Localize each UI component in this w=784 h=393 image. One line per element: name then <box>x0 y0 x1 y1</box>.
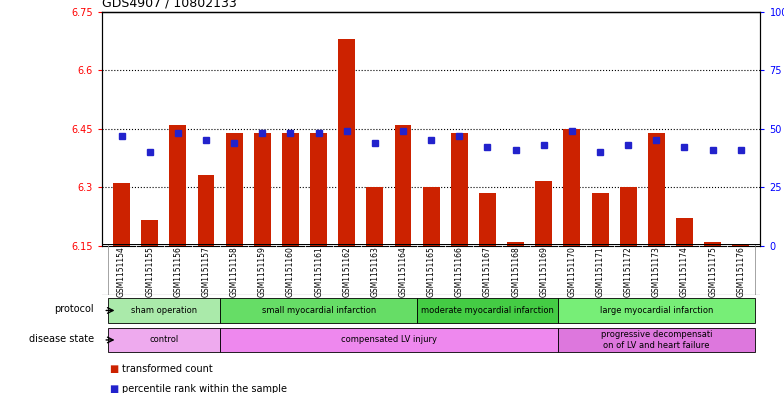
Bar <box>732 244 750 246</box>
Bar <box>254 132 270 246</box>
Text: GSM1151163: GSM1151163 <box>370 246 379 297</box>
Bar <box>113 183 130 246</box>
Bar <box>310 132 327 246</box>
Text: GSM1151162: GSM1151162 <box>343 246 351 297</box>
Text: GSM1151155: GSM1151155 <box>145 246 154 297</box>
Bar <box>564 129 580 246</box>
Text: GSM1151171: GSM1151171 <box>596 246 604 297</box>
Bar <box>394 125 412 246</box>
FancyBboxPatch shape <box>558 328 755 352</box>
Text: GSM1151159: GSM1151159 <box>258 246 267 297</box>
Text: GSM1151164: GSM1151164 <box>398 246 408 297</box>
FancyBboxPatch shape <box>558 298 755 323</box>
Text: GSM1151175: GSM1151175 <box>708 246 717 297</box>
Text: small myocardial infarction: small myocardial infarction <box>262 306 376 315</box>
Text: compensated LV injury: compensated LV injury <box>341 336 437 344</box>
Bar <box>479 193 496 246</box>
Text: GSM1151154: GSM1151154 <box>117 246 126 297</box>
Bar <box>676 219 693 246</box>
Text: percentile rank within the sample: percentile rank within the sample <box>122 384 286 393</box>
Text: control: control <box>149 336 179 344</box>
Bar <box>198 176 215 246</box>
Bar <box>169 125 187 246</box>
Bar <box>648 132 665 246</box>
Text: GSM1151156: GSM1151156 <box>173 246 183 297</box>
Bar <box>620 187 637 246</box>
Text: moderate myocardial infarction: moderate myocardial infarction <box>421 306 554 315</box>
Text: GSM1151174: GSM1151174 <box>680 246 689 297</box>
Bar <box>226 132 242 246</box>
FancyBboxPatch shape <box>107 328 220 352</box>
Text: ■: ■ <box>109 384 118 393</box>
Text: GSM1151176: GSM1151176 <box>736 246 746 297</box>
Text: GSM1151165: GSM1151165 <box>426 246 436 297</box>
Text: GSM1151167: GSM1151167 <box>483 246 492 297</box>
FancyBboxPatch shape <box>220 298 417 323</box>
Text: GSM1151173: GSM1151173 <box>652 246 661 297</box>
Text: progressive decompensati
on of LV and heart failure: progressive decompensati on of LV and he… <box>601 330 712 350</box>
Text: GSM1151161: GSM1151161 <box>314 246 323 297</box>
Text: GSM1151172: GSM1151172 <box>624 246 633 297</box>
Bar <box>423 187 440 246</box>
Bar <box>535 181 552 246</box>
Bar <box>339 39 355 246</box>
Text: GSM1151157: GSM1151157 <box>201 246 211 297</box>
Text: large myocardial infarction: large myocardial infarction <box>600 306 713 315</box>
Bar <box>141 220 158 246</box>
Text: GSM1151170: GSM1151170 <box>568 246 576 297</box>
Text: protocol: protocol <box>54 305 94 314</box>
Text: GSM1151160: GSM1151160 <box>286 246 295 297</box>
Text: disease state: disease state <box>29 334 94 344</box>
Text: GSM1151168: GSM1151168 <box>511 246 520 297</box>
Text: ■: ■ <box>109 364 118 375</box>
Text: GSM1151166: GSM1151166 <box>455 246 464 297</box>
FancyBboxPatch shape <box>417 298 558 323</box>
Bar <box>507 242 524 246</box>
FancyBboxPatch shape <box>220 328 558 352</box>
Bar <box>592 193 608 246</box>
Bar <box>704 242 721 246</box>
Text: transformed count: transformed count <box>122 364 212 375</box>
FancyBboxPatch shape <box>107 298 220 323</box>
Text: GSM1151169: GSM1151169 <box>539 246 548 297</box>
Bar <box>282 132 299 246</box>
Bar <box>451 132 468 246</box>
Text: GSM1151158: GSM1151158 <box>230 246 238 297</box>
Bar <box>366 187 383 246</box>
Text: sham operation: sham operation <box>131 306 197 315</box>
Text: GDS4907 / 10802133: GDS4907 / 10802133 <box>102 0 237 9</box>
